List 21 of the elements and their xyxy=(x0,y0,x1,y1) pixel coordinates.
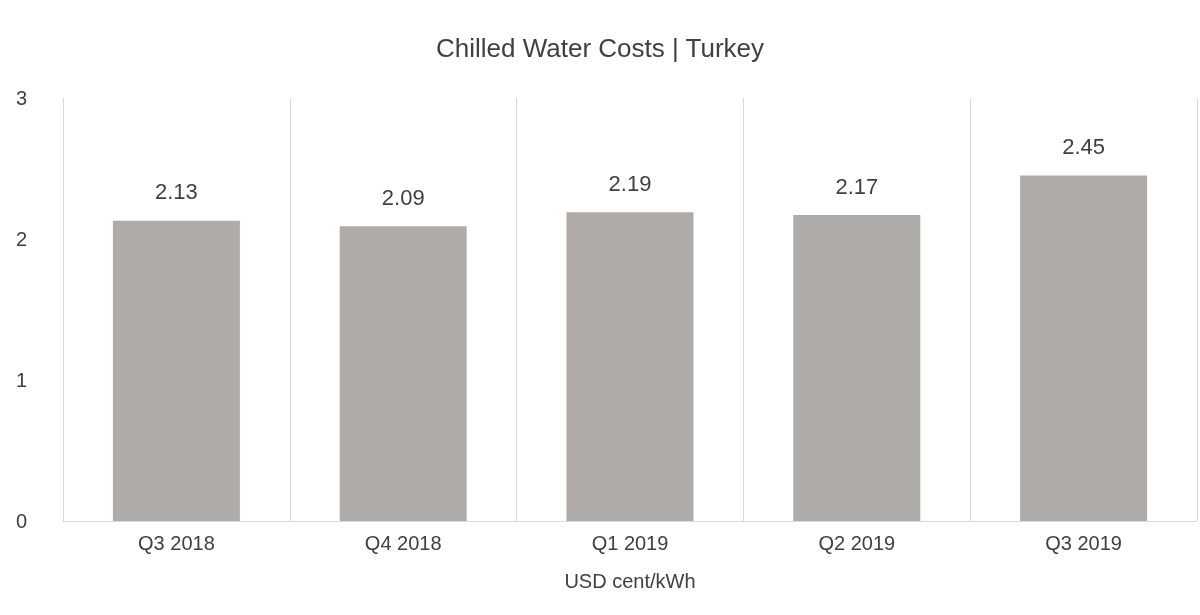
y-tick-label: 3 xyxy=(15,87,27,109)
y-tick-label: 1 xyxy=(15,369,27,391)
data-label: 2.09 xyxy=(381,184,425,210)
x-tick-label: Q2 2019 xyxy=(818,532,896,554)
x-tick-label: Q3 2018 xyxy=(138,532,215,554)
chart-title: Chilled Water Costs | Turkey xyxy=(436,33,764,63)
bar xyxy=(566,212,694,521)
data-label: 2.19 xyxy=(608,170,652,196)
bar xyxy=(1020,175,1148,521)
data-label: 2.17 xyxy=(835,173,879,199)
data-label: 2.13 xyxy=(154,179,198,205)
y-tick-label: 2 xyxy=(15,228,27,250)
bar xyxy=(339,226,467,521)
bar xyxy=(112,220,240,521)
data-label: 2.45 xyxy=(1062,134,1106,160)
x-tick-label: Q1 2019 xyxy=(591,532,669,554)
bar xyxy=(793,215,921,521)
x-axis-title: USD cent/kWh xyxy=(564,570,696,592)
x-tick-label: Q4 2018 xyxy=(364,532,442,554)
y-tick-label: 0 xyxy=(15,510,27,532)
x-tick-label: Q3 2019 xyxy=(1045,532,1122,554)
